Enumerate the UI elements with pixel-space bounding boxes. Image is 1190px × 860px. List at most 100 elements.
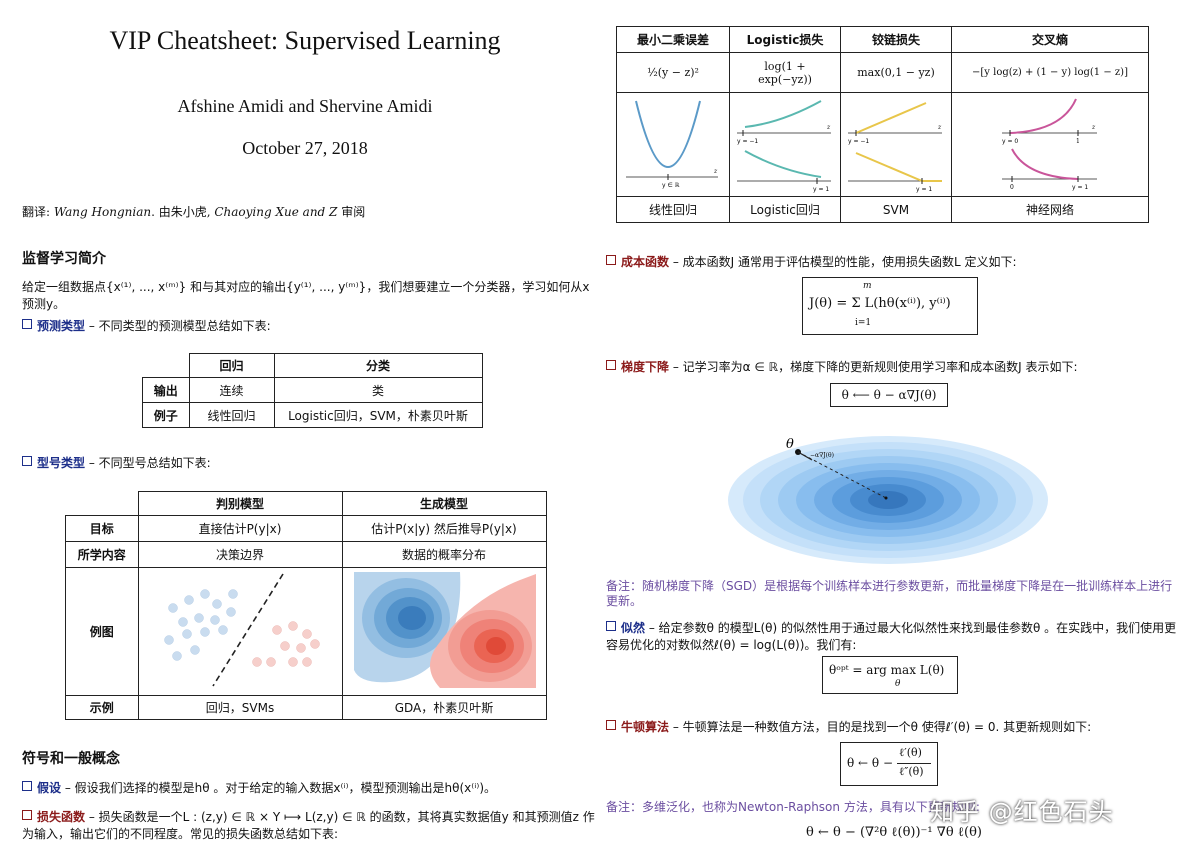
- pred-row-example: 例子: [142, 402, 190, 428]
- model-types-label-wrap: 型号类型: [22, 456, 85, 470]
- gd-label-wrap: 梯度下降: [606, 360, 669, 374]
- loss-formula: −[y log(z) + (1 − y) log(1 − z)]: [951, 52, 1149, 93]
- hypothesis-label: 假设: [37, 781, 62, 795]
- class-b-points: [252, 621, 320, 667]
- cost-label: 成本函数: [621, 255, 670, 269]
- bullet-square-icon: [606, 621, 616, 631]
- likelihood-formula: θᵒᵖᵗ = arg max L(θ): [829, 663, 945, 677]
- gradient-arrow: [797, 451, 813, 461]
- loss-model: Logistic回归: [729, 196, 841, 223]
- loss-label: 损失函数: [37, 810, 86, 824]
- date: October 27, 2018: [242, 138, 368, 158]
- translator-line: 翻译: Wang Hongnian. 由朱小虎, Chaoying Xue an…: [22, 203, 365, 220]
- cross-entropy-plot: y = 0 1 z 0 y = 1: [1002, 98, 1097, 191]
- sum-bottom: i=1: [855, 318, 872, 328]
- loss-formula: max(0,1 − yz): [840, 52, 952, 93]
- model-types-table: 判别模型 生成模型 目标 直接估计P(y|x) 估计P(x|y) 然后推导P(y…: [65, 491, 547, 720]
- model-cell: GDA，朴素贝叶斯: [341, 695, 547, 720]
- generative-density-figure: [354, 572, 536, 688]
- model-types-line: 型号类型 – 不同型号总结如下表:: [22, 455, 211, 472]
- pred-cell: 线性回归: [188, 402, 275, 428]
- translator-suffix: 审阅: [337, 205, 366, 219]
- plot-label: y = 1: [916, 186, 932, 193]
- newton-den: ℓ″(θ): [899, 765, 924, 778]
- likelihood-text: – 给定参数θ 的模型L(θ) 的似然性用于通过最大化似然性来找到最佳参数θ 。…: [606, 621, 1177, 652]
- ce-plot-cell: y = 0 1 z 0 y = 1: [951, 92, 1149, 197]
- loss-model: 线性回归: [616, 196, 730, 223]
- authors: Afshine Amidi and Shervine Amidi: [177, 96, 433, 116]
- discriminative-scatter-figure: [164, 573, 320, 687]
- bullet-square-icon: [606, 255, 616, 265]
- plot-label: y = 1: [813, 186, 829, 193]
- model-cell: 数据的概率分布: [341, 541, 547, 568]
- model-header-generative: 生成模型: [341, 491, 547, 516]
- gradient-label: −α∇J(θ): [810, 452, 834, 459]
- logistic-plot: y = −1 z y = 1: [737, 100, 831, 193]
- newton-formula-box: θ ← θ − ℓ′(θ) ℓ″(θ): [840, 742, 938, 786]
- newton-raphson-formula: θ ← θ − (∇²θ ℓ(θ))⁻¹ ∇θ ℓ(θ): [806, 825, 982, 840]
- sum-top: m: [863, 281, 872, 291]
- loss-header: 铰链损失: [840, 26, 952, 53]
- logistic-curve-pos: [744, 150, 822, 178]
- model-row-examples: 示例: [65, 695, 139, 720]
- loss-header: 交叉熵: [951, 26, 1149, 53]
- gd-line: 梯度下降 – 记学习率为α ∈ ℝ，梯度下降的更新规则使用学习率和成本函数J 表…: [606, 359, 1176, 376]
- fraction-bar: [897, 763, 931, 764]
- likelihood-label-wrap: 似然: [606, 621, 645, 635]
- newton-label: 牛顿算法: [621, 720, 670, 734]
- loss-label-wrap: 损失函数: [22, 810, 85, 824]
- cost-formula-box: m J(θ) = Σ L(hθ(x⁽ⁱ⁾), y⁽ⁱ⁾) i=1: [802, 277, 978, 335]
- ce-curve-y1: [1011, 148, 1079, 180]
- gradient-descent-contour-figure: θ −α∇J(θ): [728, 436, 1048, 564]
- hinge-curve-neg: [855, 102, 927, 134]
- loss-model: 神经网络: [951, 196, 1149, 223]
- plot-label: 1: [1076, 138, 1080, 145]
- discriminative-figure-cell: [137, 567, 343, 696]
- document-title: VIP Cheatsheet: Supervised Learning: [109, 26, 501, 55]
- sgd-note: 备注：随机梯度下降（SGD）是根据每个训练样本进行参数更新，而批量梯度下降是在一…: [606, 579, 1173, 608]
- axis-z-label: z: [1091, 124, 1096, 131]
- newton-note: 备注：多维泛化，也称为Newton-Raphson 方法，具有以下更新规则:: [606, 800, 980, 814]
- plot-label: y = −1: [848, 138, 869, 145]
- bullet-square-icon: [606, 360, 616, 370]
- prediction-types-table: 回归 分类 输出 连续 类 例子 线性回归 Logistic回归，SVM，朴素贝…: [142, 353, 483, 428]
- likelihood-label: 似然: [621, 621, 646, 635]
- hypothesis-line: 假设 – 假设我们选择的模型是hθ 。对于给定的输入数据x⁽ⁱ⁾，模型预测输出是…: [22, 780, 597, 797]
- hinge-plot: y = −1 z y = 1: [848, 102, 942, 193]
- model-types-label: 型号类型: [37, 456, 86, 470]
- newton-num: ℓ′(θ): [899, 746, 922, 759]
- model-cell: 直接估计P(y|x): [137, 515, 343, 542]
- watermark: 知乎 @红色石头: [930, 798, 1114, 826]
- generative-figure-cell: [341, 567, 547, 696]
- bullet-square-icon: [22, 810, 32, 820]
- cost-line: 成本函数 – 成本函数J 通常用于评估模型的性能，使用损失函数L 定义如下:: [606, 254, 1176, 271]
- loss-model: SVM: [840, 196, 952, 223]
- likelihood-line: 似然 – 给定参数θ 的模型L(θ) 的似然性用于通过最大化似然性来找到最佳参数…: [606, 620, 1178, 654]
- pred-header-empty: [143, 354, 190, 378]
- loss-formula: log(1 + exp(−yz)): [729, 52, 841, 93]
- pred-types-label-wrap: 预测类型: [22, 319, 85, 333]
- lsq-curve: [635, 100, 701, 168]
- pred-types-text: – 不同类型的预测模型总结如下表:: [85, 319, 271, 333]
- cost-text: – 成本函数J 通常用于评估模型的性能，使用损失函数L 定义如下:: [669, 255, 1017, 269]
- model-types-text: – 不同型号总结如下表:: [85, 456, 211, 470]
- decision-boundary-line: [212, 573, 284, 687]
- loss-header: 最小二乘误差: [616, 26, 730, 53]
- translator-name: Wang Hongnian: [53, 205, 152, 219]
- model-row-learned: 所学内容: [65, 541, 139, 568]
- lsq-plot-cell: y ∈ ℝ z: [616, 92, 730, 197]
- plot-label: y = 1: [1072, 184, 1088, 191]
- bullet-square-icon: [606, 720, 616, 730]
- newton-line: 牛顿算法 – 牛顿算法是一种数值方法，目的是找到一个θ 使得ℓ′(θ) = 0.…: [606, 719, 1178, 736]
- likelihood-formula-box: θᵒᵖᵗ = arg max L(θ) θ: [822, 656, 958, 694]
- model-row-figure: 例图: [65, 567, 139, 696]
- translator-mid: . 由朱小虎,: [151, 205, 215, 219]
- pred-cell: 类: [273, 377, 483, 403]
- loss-functions-table: 最小二乘误差 Logistic损失 铰链损失 交叉熵 ½(y − z)² log…: [616, 26, 1149, 223]
- hypothesis-label-wrap: 假设: [22, 781, 61, 795]
- model-cell: 估计P(x|y) 然后推导P(y|x): [341, 515, 547, 542]
- pred-header-classification: 分类: [273, 353, 483, 378]
- hinge-plot-cell: y = −1 z y = 1: [840, 92, 952, 197]
- theta-label: θ: [786, 437, 794, 452]
- class-a-points: [164, 589, 238, 661]
